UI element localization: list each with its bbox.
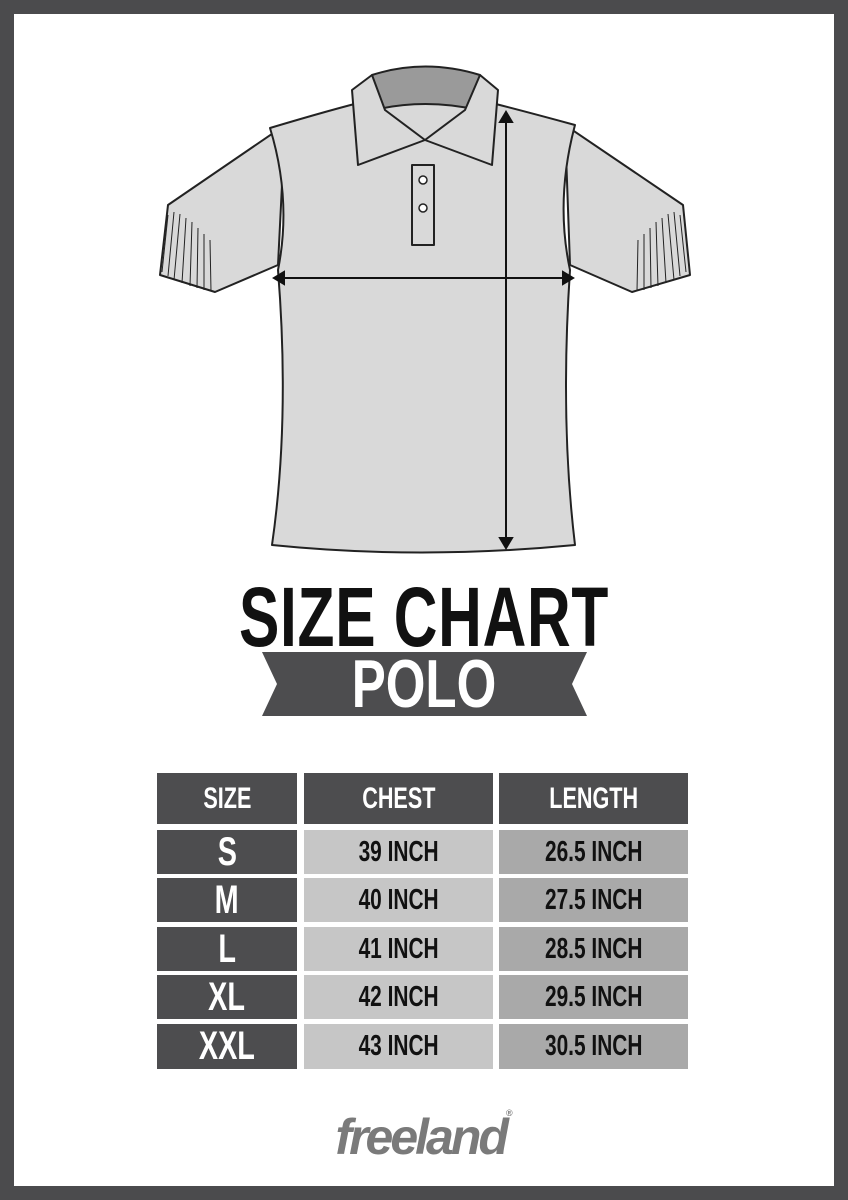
size-cell: XXL <box>157 1024 297 1069</box>
brand-name: freeland <box>335 1109 509 1165</box>
length-measure-arrow <box>498 110 514 550</box>
button-icon <box>418 175 428 185</box>
header-size: SIZE <box>157 773 297 824</box>
length-cell: 29.5 INCH <box>499 975 688 1019</box>
header-length: LENGTH <box>499 773 688 824</box>
length-cell: 30.5 INCH <box>499 1024 688 1069</box>
polo-shirt-illustration <box>159 65 691 554</box>
chest-cell: 43 INCH <box>304 1024 493 1069</box>
page-subtitle: POLO <box>351 646 497 722</box>
size-cell: S <box>157 830 297 874</box>
chest-cell: 42 INCH <box>304 975 493 1019</box>
size-cell: M <box>157 878 297 922</box>
length-cell: 26.5 INCH <box>499 830 688 874</box>
chest-measure-arrow <box>272 270 575 286</box>
button-icon <box>418 203 428 213</box>
chest-cell: 39 INCH <box>304 830 493 874</box>
length-cell: 28.5 INCH <box>499 927 688 971</box>
page-title: SIZE CHART <box>238 570 610 664</box>
ribbon-banner <box>262 652 587 716</box>
registered-mark: ® <box>505 1108 513 1118</box>
sleeve-cuff-ribbing <box>161 211 687 292</box>
size-cell: L <box>157 927 297 971</box>
chest-cell: 41 INCH <box>304 927 493 971</box>
header-chest: CHEST <box>304 773 493 824</box>
brand-logo: freeland® <box>0 1108 848 1166</box>
size-cell: XL <box>157 975 297 1019</box>
length-cell: 27.5 INCH <box>499 878 688 922</box>
chest-cell: 40 INCH <box>304 878 493 922</box>
